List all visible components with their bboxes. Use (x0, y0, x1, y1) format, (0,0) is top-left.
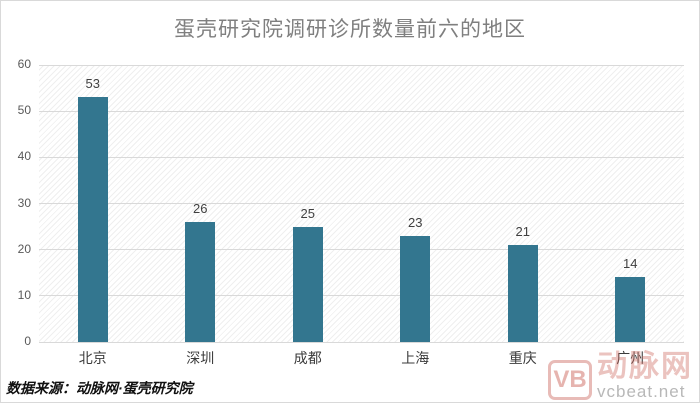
bar-value-label-广州: 14 (623, 256, 638, 272)
gridline-30 (39, 203, 684, 204)
x-tick-label-重庆: 重庆 (508, 350, 537, 366)
x-tick-label-广州: 广州 (616, 350, 645, 366)
watermark-url: vcbeat.net (597, 382, 686, 401)
y-tick-label-50: 50 (17, 103, 31, 118)
bar-value-label-重庆: 21 (515, 224, 530, 240)
bar-深圳 (185, 221, 216, 342)
y-tick-label-40: 40 (17, 149, 31, 164)
y-tick-label-30: 30 (17, 195, 31, 210)
y-tick-label-60: 60 (17, 57, 31, 71)
bar-重庆 (507, 245, 538, 342)
gridline-10 (39, 295, 684, 297)
bar-value-label-上海: 23 (408, 214, 423, 230)
bar-value-label-深圳: 26 (193, 200, 208, 216)
gridline-50 (39, 110, 684, 112)
source-note: 数据来源：动脉网·蛋壳研究院 (6, 380, 193, 396)
gridline-40 (39, 156, 684, 158)
x-tick-label-深圳: 深圳 (186, 350, 215, 366)
x-tick-label-北京: 北京 (78, 350, 107, 366)
gridline-20 (39, 249, 684, 251)
x-tick-label-成都: 成都 (293, 350, 322, 366)
bar-广州 (615, 277, 646, 342)
y-tick-label-20: 20 (17, 241, 31, 256)
bar-value-label-成都: 25 (300, 205, 315, 221)
bar-value-label-北京: 53 (85, 76, 100, 92)
x-tick-label-上海: 上海 (401, 350, 430, 366)
bar-北京 (77, 97, 108, 342)
y-tick-label-10: 10 (17, 287, 31, 302)
y-tick-label-0: 0 (24, 334, 31, 348)
bar-上海 (400, 235, 431, 342)
plot-area: 53 26 25 23 21 14 (39, 64, 684, 343)
chart-title: 蛋壳研究院调研诊所数量前六的地区 (174, 18, 526, 41)
gridline-60 (39, 64, 684, 66)
bar-成都 (292, 226, 323, 342)
